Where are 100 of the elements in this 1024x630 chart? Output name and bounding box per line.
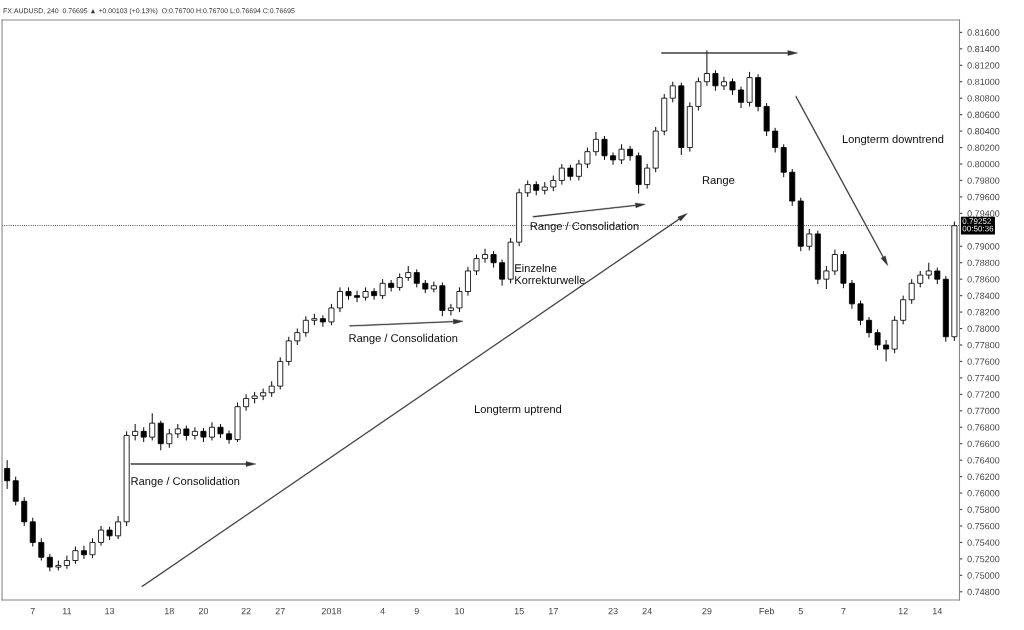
- x-tick-label: 7: [841, 607, 846, 615]
- y-tick-label: 0.75800: [967, 506, 1000, 513]
- candlestick: [115, 515, 122, 540]
- candlestick: [601, 135, 608, 161]
- ref-line-label: 0.79252 00:50:36: [962, 218, 994, 232]
- candlestick: [285, 336, 292, 367]
- candlestick: [413, 268, 420, 288]
- y-tick-label: 0.81600: [967, 29, 1000, 36]
- y-tick-label: 0.75600: [967, 522, 1000, 530]
- y-tick-label: 0.77000: [967, 407, 1000, 415]
- x-tick-label: 17: [548, 607, 558, 615]
- candlestick: [908, 278, 915, 305]
- y-tick-label: 0.78400: [967, 292, 1000, 299]
- x-tick-label: 18: [164, 607, 174, 615]
- candlestick: [720, 76, 727, 91]
- y-tick-label: 0.74800: [967, 588, 1000, 596]
- annotation: Range / Consolidation: [131, 476, 240, 488]
- y-tick-label: 0.78800: [967, 259, 1000, 267]
- candlestick: [38, 537, 45, 562]
- x-tick-label: 20: [198, 607, 209, 615]
- candlestick: [823, 265, 830, 290]
- x-tick-label: 24: [642, 607, 652, 615]
- candlestick: [874, 328, 881, 351]
- candlestick: [627, 145, 634, 162]
- candlestick: [848, 279, 855, 310]
- candlestick: [473, 254, 480, 276]
- x-tick-label: 9: [414, 607, 419, 615]
- candlestick: [738, 86, 745, 109]
- candlestick: [618, 143, 625, 165]
- y-tick-label: 0.75400: [967, 539, 1000, 546]
- candlestick: [499, 258, 506, 287]
- candlestick: [166, 428, 173, 449]
- y-tick-label: 0.77600: [967, 358, 1000, 365]
- x-tick-label: 15: [514, 607, 524, 615]
- candlestick: [482, 248, 489, 264]
- candlestick: [157, 420, 164, 451]
- candlestick: [354, 290, 361, 303]
- annotation: Longterm downtrend: [842, 134, 944, 146]
- candlestick: [806, 228, 813, 251]
- y-tick-label: 0.81000: [967, 78, 1000, 86]
- candlestick: [302, 315, 309, 338]
- y-tick-label: 0.79800: [967, 177, 1000, 184]
- x-tick-label: 27: [275, 607, 285, 615]
- y-tick-label: 0.77800: [967, 341, 1000, 349]
- y-tick-label: 0.75000: [967, 572, 1000, 579]
- x-tick-label: 23: [608, 607, 618, 615]
- x-tick-label: 12: [898, 607, 908, 615]
- y-tick-label: 0.79000: [967, 243, 1000, 250]
- x-tick-label: 4: [380, 607, 385, 615]
- candlestick: [4, 459, 11, 490]
- candlestick: [558, 163, 565, 186]
- candlestick: [857, 300, 864, 326]
- y-tick-label: 0.76800: [967, 424, 1000, 431]
- candlestick: [319, 314, 326, 328]
- candlestick: [191, 426, 198, 441]
- y-tick-label: 0.77200: [967, 391, 1000, 398]
- y-tick-label: 0.80600: [967, 111, 1000, 118]
- candlestick: [29, 517, 36, 548]
- candlestick: [610, 151, 617, 166]
- candlestick: [89, 537, 96, 559]
- annotation: Range / Consolidation: [530, 221, 639, 233]
- candlestick: [703, 49, 710, 87]
- candlestick: [12, 476, 19, 506]
- candlestick: [371, 287, 378, 301]
- annotation: Range: [702, 176, 735, 187]
- candlestick: [80, 545, 87, 560]
- y-tick-label: 0.78200: [967, 309, 1000, 316]
- x-tick-label: 5: [798, 607, 803, 615]
- y-tick-label: 0.78600: [967, 276, 1000, 283]
- y-tick-label: 0.80400: [967, 128, 1000, 135]
- x-tick-label: 29: [702, 607, 712, 615]
- candlestick: [149, 412, 156, 441]
- x-tick-label: 10: [455, 607, 465, 615]
- y-tick-label: 0.78000: [967, 325, 1000, 332]
- candlestick: [883, 339, 890, 362]
- candlestick: [226, 430, 233, 445]
- candlestick: [900, 295, 907, 325]
- y-tick-label: 0.79600: [967, 193, 1000, 201]
- y-tick-label: 0.80800: [967, 95, 1000, 102]
- y-tick-label: 0.76600: [967, 440, 1000, 448]
- candlestick: [644, 163, 651, 190]
- candlestick: [669, 81, 676, 103]
- y-tick-label: 0.80200: [967, 144, 1000, 151]
- annotation: Einzelne Korrekturwelle: [515, 263, 585, 285]
- y-tick-label: 0.76000: [967, 490, 1000, 497]
- candlestick: [456, 286, 463, 313]
- candlestick: [772, 127, 779, 153]
- x-tick-label: Feb: [759, 607, 775, 615]
- x-tick-label: 13: [105, 607, 115, 615]
- candlestick: [866, 316, 873, 339]
- candlestick: [592, 131, 599, 157]
- y-tick-label: 0.81400: [967, 45, 1000, 53]
- candlestick: [21, 496, 28, 527]
- candlestick: [379, 278, 386, 300]
- y-tick-label: 0.77400: [967, 374, 1000, 382]
- candlestick: [831, 249, 838, 276]
- candlestick: [63, 555, 70, 570]
- candlestick: [208, 421, 215, 441]
- x-tick-label: 11: [62, 607, 72, 615]
- candlestick: [584, 147, 591, 169]
